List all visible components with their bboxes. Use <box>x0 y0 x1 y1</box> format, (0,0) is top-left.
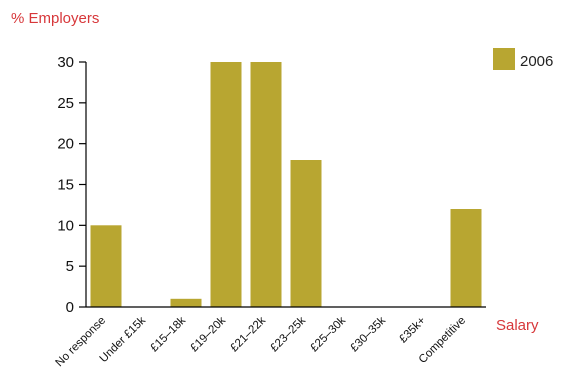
y-axis-title: % Employers <box>11 10 99 27</box>
bar <box>250 62 282 307</box>
bars <box>90 62 482 307</box>
bar <box>90 225 122 307</box>
y-axis-ticks: 0 5 10 15 20 25 30 <box>57 54 86 316</box>
x-tick-label: £35k+ <box>397 314 428 345</box>
legend-swatch <box>493 48 515 70</box>
x-tick-label: £15–18k <box>148 314 188 354</box>
y-tick-label: 5 <box>66 258 74 275</box>
y-tick-label: 0 <box>66 299 74 316</box>
y-tick-label: 15 <box>57 177 74 194</box>
y-tick-label: 20 <box>57 136 74 153</box>
x-tick-label: £23–25k <box>268 314 308 354</box>
x-tick-label: £25–30k <box>308 314 348 354</box>
y-tick-label: 30 <box>57 54 74 71</box>
x-tick-label: No response <box>54 315 109 370</box>
x-tick-label: £21–22k <box>228 314 268 354</box>
x-axis-title: Salary <box>496 317 539 334</box>
bar <box>450 209 482 307</box>
x-tick-label: £30–35k <box>348 314 388 354</box>
bar <box>170 298 202 307</box>
x-tick-label: £19–20k <box>188 314 228 354</box>
bar <box>290 160 322 307</box>
legend: 2006 <box>493 48 553 70</box>
bar <box>210 62 242 307</box>
legend-label: 2006 <box>520 53 553 70</box>
y-tick-label: 25 <box>57 95 74 112</box>
y-tick-label: 10 <box>57 217 74 234</box>
